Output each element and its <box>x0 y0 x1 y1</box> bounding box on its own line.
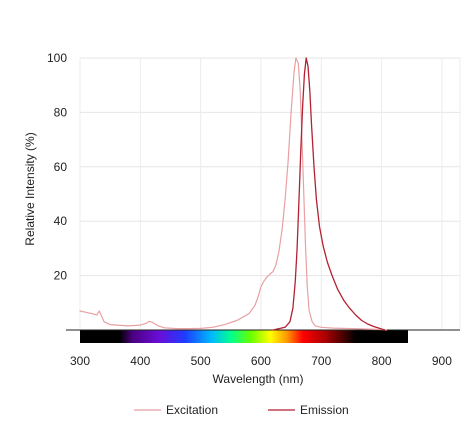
x-tick-label-300: 300 <box>70 354 90 368</box>
x-tick-label-600: 600 <box>251 354 271 368</box>
x-tick-label-500: 500 <box>191 354 211 368</box>
y-tick-labels: 20 40 60 80 100 <box>47 51 67 283</box>
x-tick-label-400: 400 <box>130 354 150 368</box>
grid-lines <box>79 57 461 330</box>
y-tick-label-80: 80 <box>54 105 68 119</box>
y-tick-label-20: 20 <box>54 269 68 283</box>
x-tick-labels: 300 400 500 600 700 800 900 <box>70 354 452 368</box>
series-line-excitation <box>79 57 387 331</box>
x-tick-label-800: 800 <box>372 354 392 368</box>
y-tick-label-40: 40 <box>54 214 68 228</box>
spectrum-bar <box>80 330 408 343</box>
y-axis-title: Relative Intensity (%) <box>23 132 37 245</box>
legend: Excitation Emission <box>134 403 349 417</box>
series-line-emission <box>272 57 386 331</box>
y-tick-label-60: 60 <box>54 160 68 174</box>
y-tick-label-100: 100 <box>47 51 67 65</box>
series-lines <box>79 57 387 331</box>
x-axis-title: Wavelength (nm) <box>213 372 304 386</box>
x-tick-label-900: 900 <box>432 354 452 368</box>
legend-label-emission: Emission <box>300 403 349 417</box>
x-tick-label-700: 700 <box>311 354 331 368</box>
legend-label-excitation: Excitation <box>166 403 218 417</box>
